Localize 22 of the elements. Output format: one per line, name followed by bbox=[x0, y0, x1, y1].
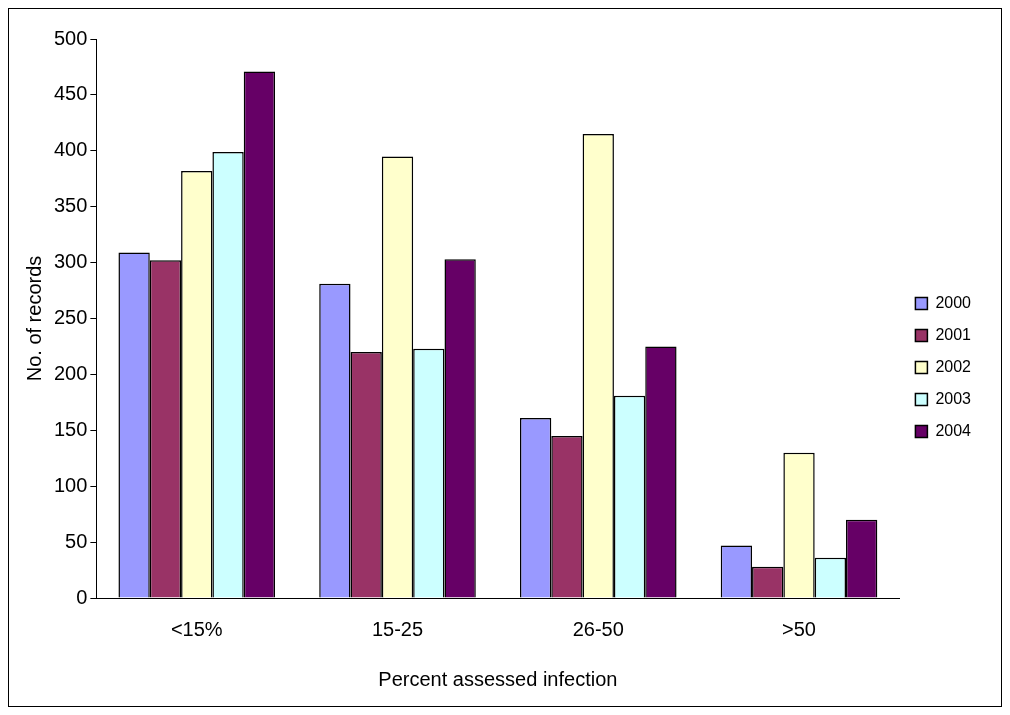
y-tick-label: 400 bbox=[53, 138, 88, 161]
y-tick-label: 350 bbox=[53, 194, 88, 217]
legend-label: 2002 bbox=[935, 357, 972, 375]
x-tick-label: 15-25 bbox=[371, 617, 424, 640]
x-tick-label: <15% bbox=[170, 617, 223, 640]
legend-label: 2001 bbox=[935, 325, 972, 343]
legend-label: 2003 bbox=[935, 389, 972, 407]
y-tick-label: 100 bbox=[53, 473, 88, 496]
y-axis-title: No. of records bbox=[22, 255, 45, 382]
legend-label: 2004 bbox=[935, 421, 972, 439]
y-tick-label: 50 bbox=[65, 529, 88, 552]
x-tick-label: 26-50 bbox=[572, 617, 624, 640]
x-axis-title: Percent assessed infection bbox=[378, 667, 618, 690]
legend-label: 2000 bbox=[935, 293, 972, 311]
y-tick-label: 450 bbox=[53, 82, 88, 105]
y-tick-label: 250 bbox=[53, 306, 88, 329]
y-tick-label: 0 bbox=[76, 585, 88, 608]
x-tick-label: >50 bbox=[782, 617, 816, 640]
y-tick-label: 150 bbox=[53, 417, 88, 440]
y-tick-label: 300 bbox=[53, 250, 88, 273]
y-tick-label: 200 bbox=[53, 361, 88, 384]
y-tick-label: 500 bbox=[53, 26, 88, 49]
